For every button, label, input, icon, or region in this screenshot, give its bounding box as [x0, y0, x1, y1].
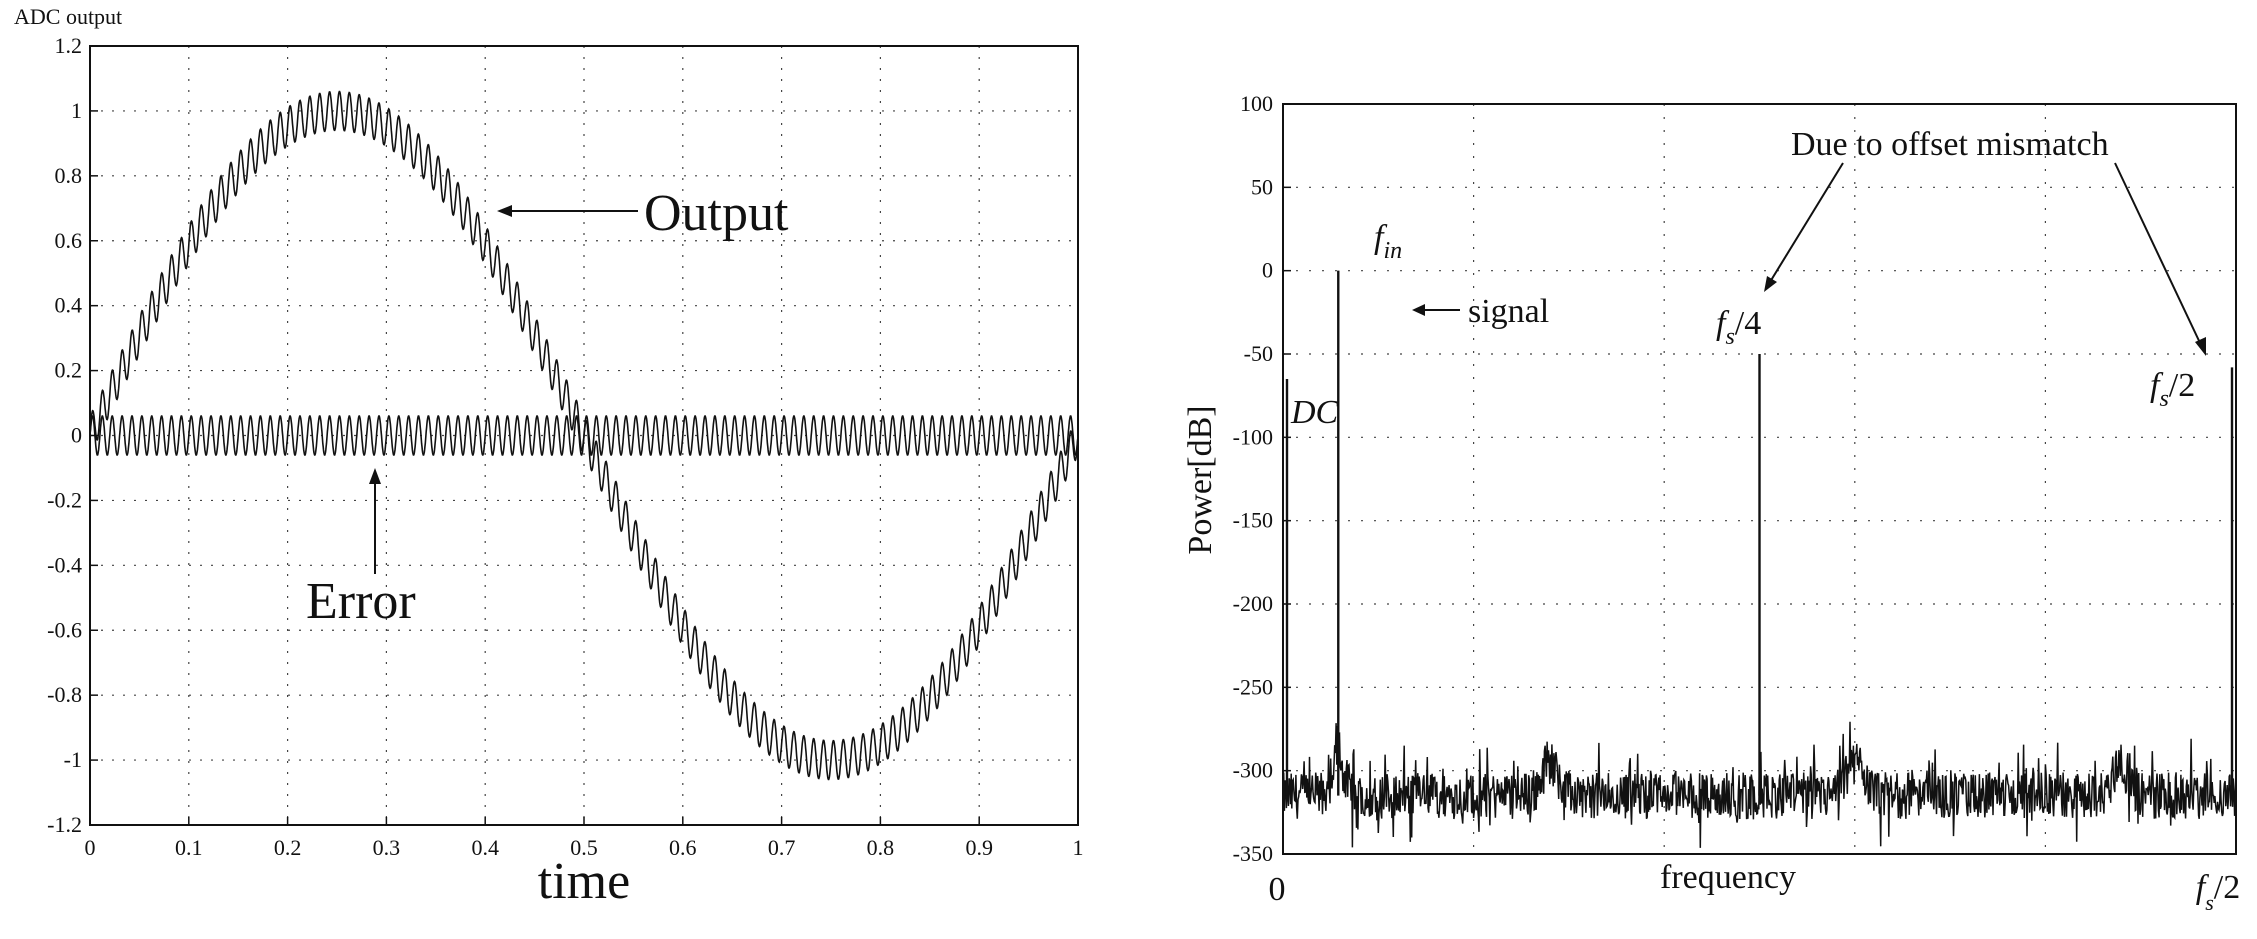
left-x-tick-label: 0.1	[175, 835, 203, 860]
left-grid	[90, 46, 1078, 825]
mismatch-arrow-right-line	[2114, 162, 2202, 346]
right-y-axis-label: Power[dB]	[1182, 405, 1219, 554]
right-y-tick-label: -350	[1233, 841, 1273, 866]
left-x-axis-label: time	[538, 853, 630, 910]
right-y-tick-label: -200	[1233, 591, 1273, 616]
right-x-tick-fs2: fs/2	[2196, 869, 2240, 915]
right-grid	[1283, 104, 2236, 854]
left-y-tick-label: 0.2	[55, 358, 83, 383]
left-series	[89, 90, 1079, 781]
right-y-ticks: 100 50 0 -50 -100 -150 -200 -250 -300 -350	[1233, 91, 1291, 866]
mismatch-label: Due to offset mismatch	[1791, 126, 2109, 163]
left-x-tick-label: 0.2	[274, 835, 302, 860]
output-series-line	[89, 90, 1079, 781]
right-series	[1282, 270, 2237, 848]
left-x-tick-label: 0.7	[768, 835, 796, 860]
left-x-tick-label: 0.9	[965, 835, 993, 860]
left-x-tick-label: 1	[1073, 835, 1084, 860]
left-y-tick-label: 0.8	[55, 163, 83, 188]
left-y-tick-label: -0.8	[47, 682, 82, 707]
left-x-tick-label: 0.8	[867, 835, 895, 860]
left-y-ticks: 1.2 1 0.8 0.6 0.4 0.2 0 -0.2 -0.4 -0.6 -0.8 -1 -1.2	[47, 33, 98, 837]
error-arrowhead	[369, 468, 381, 484]
mismatch-arrowhead-right	[2195, 337, 2206, 356]
left-y-tick-label: 1.2	[55, 33, 83, 58]
error-annotation: Error	[306, 573, 416, 630]
right-y-tick-label: -250	[1233, 674, 1273, 699]
right-y-tick-label: 50	[1251, 174, 1273, 199]
fs2-label: fs/2	[2150, 367, 2195, 412]
right-x-axis-label: frequency	[1660, 859, 1796, 896]
left-y-tick-label: -0.6	[47, 617, 82, 642]
left-x-tick-label: 0.4	[471, 835, 499, 860]
mismatch-arrowhead-left	[1764, 276, 1777, 292]
signal-label: signal	[1468, 293, 1549, 330]
right-y-tick-label: -100	[1233, 424, 1273, 449]
left-chart: ADC output 0 0.1 0.2 0.3 0.4 0.5 0.6 0.7 0.8 0.9 1…	[14, 4, 1084, 910]
left-y-tick-label: -1.2	[47, 812, 82, 837]
fs4-label: fs/4	[1716, 305, 1761, 350]
left-y-tick-label: 0.4	[55, 293, 83, 318]
left-y-tick-label: -1	[64, 747, 82, 772]
left-x-ticks: 0 0.1 0.2 0.3 0.4 0.5 0.6 0.7 0.8 0.9 1	[85, 817, 1084, 860]
left-x-tick-label: 0.5	[570, 835, 598, 860]
dc-label: DC	[1290, 394, 1339, 431]
left-x-tick-label: 0.3	[373, 835, 401, 860]
left-y-tick-label: 1	[71, 98, 82, 123]
left-x-tick-label: 0.6	[669, 835, 697, 860]
right-y-tick-label: -150	[1233, 508, 1273, 533]
right-plot-frame	[1282, 103, 2237, 855]
signal-arrowhead	[1412, 304, 1425, 316]
output-annotation: Output	[644, 185, 789, 242]
output-arrowhead	[497, 205, 512, 217]
left-y-axis-label: ADC output	[14, 4, 122, 29]
right-y-tick-label: 100	[1240, 91, 1273, 116]
left-x-tick-label: 0	[85, 835, 96, 860]
left-y-tick-label: -0.2	[47, 487, 82, 512]
left-y-tick-label: 0.6	[55, 228, 83, 253]
right-y-tick-label: -300	[1233, 758, 1273, 783]
fin-label: fin	[1374, 219, 1402, 264]
right-y-tick-label: -50	[1244, 341, 1273, 366]
right-y-tick-label: 0	[1262, 258, 1273, 283]
left-y-tick-label: -0.4	[47, 552, 82, 577]
right-chart: 100 50 0 -50 -100 -150 -200 -250 -300 -350 0 fs/2…	[1182, 91, 2240, 915]
left-y-tick-label: 0	[71, 423, 82, 448]
right-x-tick-0: 0	[1269, 871, 1286, 908]
mismatch-arrow-left-line	[1769, 162, 1844, 283]
